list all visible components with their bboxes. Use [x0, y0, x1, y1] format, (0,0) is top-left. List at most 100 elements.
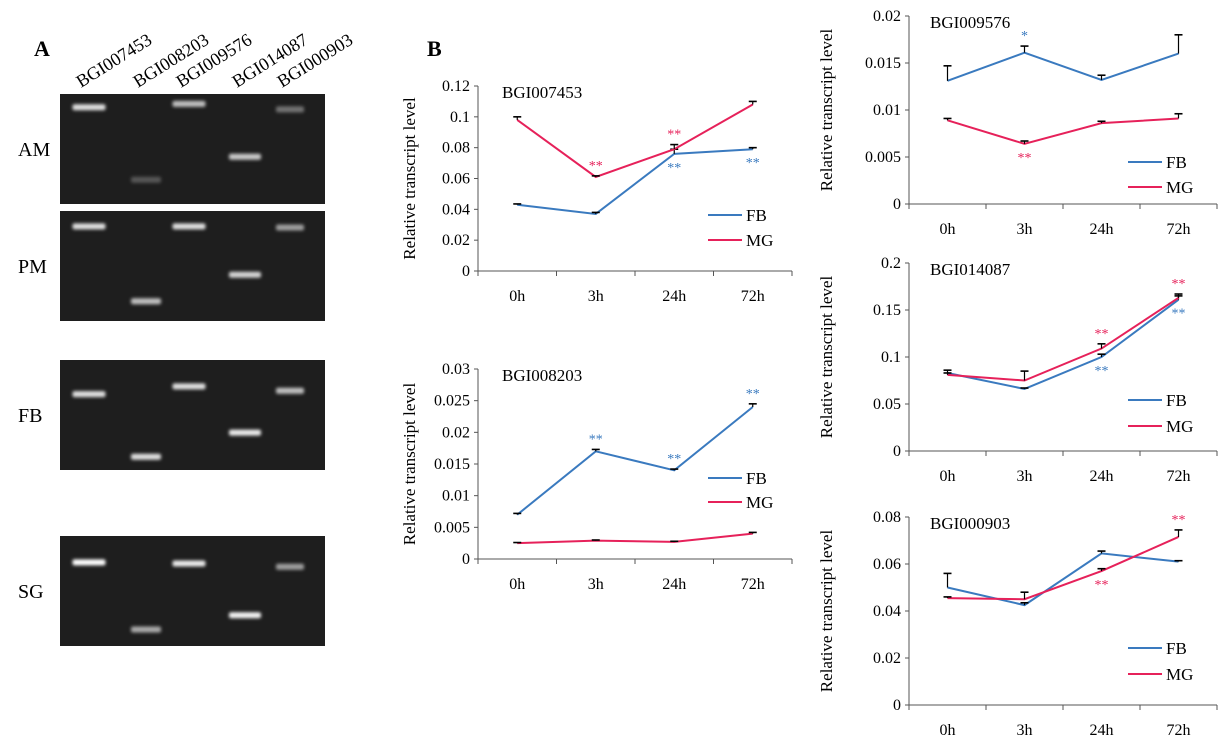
- x-tick-label: 24h: [1090, 221, 1114, 238]
- y-tick-label: 0.015: [865, 55, 901, 72]
- y-axis-title: Relative transcript level: [817, 29, 836, 192]
- y-axis-title: Relative transcript level: [400, 383, 419, 546]
- significance-marker: **: [667, 161, 681, 176]
- legend-label-mg: MG: [1166, 178, 1193, 197]
- gel-band: [276, 106, 304, 113]
- tissue-label-fb: FB: [18, 405, 42, 427]
- significance-marker: **: [1172, 277, 1186, 292]
- x-tick-label: 0h: [509, 288, 525, 305]
- y-tick-label: 0.005: [434, 519, 470, 536]
- gel-band: [229, 612, 261, 619]
- y-axis-title: Relative transcript level: [817, 530, 836, 693]
- gel-band: [276, 563, 304, 570]
- x-tick-label: 0h: [940, 722, 956, 739]
- legend-label-fb: FB: [746, 206, 767, 225]
- chart-title: BGI000903: [930, 514, 1010, 533]
- gel-image-sg: [60, 536, 325, 646]
- legend-label-mg: MG: [1166, 665, 1193, 684]
- chart-title: BGI014087: [930, 260, 1011, 279]
- gel-band: [72, 559, 106, 566]
- x-tick-label: 3h: [588, 576, 604, 593]
- y-tick-label: 0.05: [873, 396, 901, 413]
- y-tick-label: 0.1: [881, 349, 901, 366]
- x-tick-label: 72h: [1167, 221, 1191, 238]
- y-tick-label: 0.08: [873, 509, 901, 526]
- x-tick-label: 24h: [1090, 468, 1114, 485]
- y-tick-label: 0.08: [442, 140, 470, 157]
- y-tick-label: 0.03: [442, 361, 470, 378]
- significance-marker: **: [746, 156, 760, 171]
- panel-a-letter: A: [34, 36, 50, 61]
- legend-label-fb: FB: [1166, 391, 1187, 410]
- y-tick-label: 0.06: [442, 171, 470, 188]
- legend-label-fb: FB: [746, 469, 767, 488]
- gel-band: [72, 223, 106, 230]
- legend-label-fb: FB: [1166, 639, 1187, 658]
- y-tick-label: 0.01: [873, 102, 901, 119]
- gel-band: [276, 224, 304, 231]
- y-tick-label: 0.1: [450, 109, 470, 126]
- gel-band: [172, 223, 206, 230]
- y-tick-label: 0.01: [442, 488, 470, 505]
- series-line-mg: [947, 117, 1179, 145]
- y-tick-label: 0.025: [434, 393, 470, 410]
- y-tick-label: 0.12: [442, 78, 470, 95]
- series-line-fb: [947, 552, 1179, 607]
- y-tick-label: 0.2: [881, 255, 901, 272]
- chart-bgi007453: 0 0.02 0.04 0.06 0.08 0.1 0.12 0h 3h 24h 72h Relati…: [400, 78, 793, 305]
- significance-marker: **: [589, 432, 603, 447]
- chart-bgi008203: 0 0.005 0.01 0.015 0.02 0.025 0.03 0h 3h 24h 72h Re…: [400, 361, 793, 593]
- x-tick-label: 0h: [940, 221, 956, 238]
- y-tick-label: 0.06: [873, 556, 901, 573]
- x-tick-label: 24h: [662, 288, 686, 305]
- gel-band: [72, 391, 106, 398]
- legend-label-fb: FB: [1166, 153, 1187, 172]
- y-tick-label: 0.04: [442, 201, 470, 218]
- x-tick-label: 3h: [1017, 221, 1033, 238]
- gel-image-fb: [60, 360, 325, 470]
- gel-band: [229, 271, 261, 278]
- significance-marker: **: [667, 128, 681, 143]
- series-line-fb: [947, 298, 1180, 391]
- series-line-mg: [516, 103, 754, 179]
- chart-bgi009576: 0 0.005 0.01 0.015 0.02 0h 3h 24h 72h Relative tr…: [817, 8, 1218, 238]
- y-tick-label: 0.005: [865, 149, 901, 166]
- y-tick-label: 0.02: [442, 424, 470, 441]
- tissue-label-am: AM: [18, 139, 50, 161]
- gel-panel: A BGI007453BGI008203BGI009576BGI014087BG…: [18, 29, 356, 646]
- line-charts: 0 0.02 0.04 0.06 0.08 0.1 0.12 0h 3h 24h 72h Relati…: [400, 8, 1218, 739]
- chart-bgi000903: 0 0.02 0.04 0.06 0.08 0h 3h 24h 72h Relative tran…: [817, 509, 1218, 739]
- y-axis-title: Relative transcript level: [817, 276, 836, 439]
- chart-bgi014087: 0 0.05 0.1 0.15 0.2 0h 3h 24h 72h Relative transc…: [817, 255, 1218, 485]
- gel-band: [131, 176, 161, 183]
- x-tick-label: 72h: [1167, 468, 1191, 485]
- series-line-mg: [947, 296, 1180, 382]
- tissue-label-pm: PM: [18, 256, 47, 278]
- series-line-fb: [516, 406, 754, 516]
- series-line-fb: [517, 148, 753, 215]
- x-tick-label: 72h: [741, 288, 765, 305]
- y-tick-label: 0.015: [434, 456, 470, 473]
- significance-marker: **: [1095, 364, 1109, 379]
- gel-band: [131, 298, 161, 305]
- legend-label-mg: MG: [746, 231, 773, 250]
- panel-b-letter: B: [427, 36, 442, 61]
- gel-band: [131, 453, 161, 460]
- y-tick-label: 0.04: [873, 603, 901, 620]
- gel-band: [172, 560, 206, 567]
- gel-band: [276, 387, 304, 394]
- significance-marker: *: [1021, 29, 1028, 44]
- gel-band: [72, 104, 106, 111]
- x-tick-label: 3h: [1017, 468, 1033, 485]
- gel-band: [172, 100, 206, 107]
- significance-marker: **: [1018, 151, 1032, 166]
- legend-label-mg: MG: [746, 493, 773, 512]
- y-tick-label: 0.02: [873, 8, 901, 25]
- y-tick-label: 0: [893, 697, 901, 714]
- x-tick-label: 24h: [1090, 722, 1114, 739]
- x-tick-label: 24h: [662, 576, 686, 593]
- gel-band: [172, 383, 206, 390]
- x-tick-label: 3h: [1017, 722, 1033, 739]
- series-line-fb: [947, 51, 1179, 82]
